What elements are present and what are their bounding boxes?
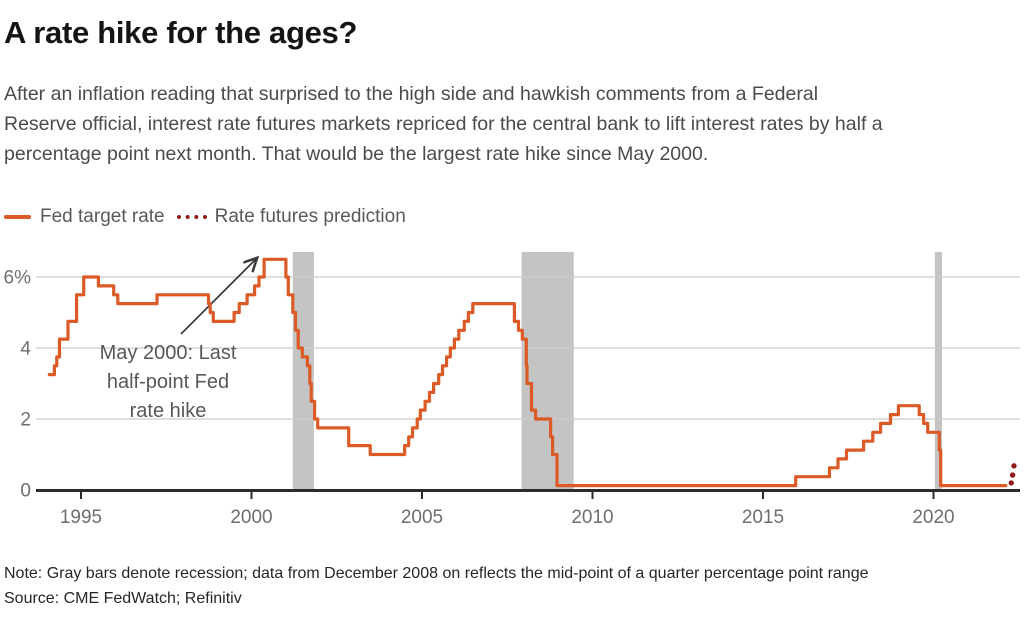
chart-subtitle: After an inflation reading that surprise… (4, 79, 1020, 169)
chart-svg: 6% 4 2 0 1995 2000 2005 2010 2015 2020 May 2000:… (4, 252, 1020, 528)
note-text: Note: Gray bars denote recession; data f… (4, 565, 869, 582)
dotted-line-swatch-icon (176, 215, 207, 219)
legend-item-fed-target-rate: Fed target rate (4, 206, 165, 228)
subtitle-line: Reserve official, interest rate futures … (4, 113, 883, 135)
legend-label: Fed target rate (40, 206, 165, 227)
x-tick-label: 1995 (60, 507, 102, 528)
y-tick-label: 4 (20, 339, 31, 360)
legend-item-rate-futures-prediction: Rate futures prediction (176, 206, 406, 228)
recession-bar (521, 252, 574, 491)
chart-legend: Fed target rate Rate futures prediction (4, 205, 1020, 229)
legend-label: Rate futures prediction (214, 206, 406, 227)
annotation-text: May 2000: Last half-point Fed rate hike (100, 342, 237, 422)
annotation-line: rate hike (130, 400, 207, 422)
prediction-dot (1011, 463, 1017, 469)
line-swatch-icon (4, 215, 31, 219)
gridlines (36, 276, 1020, 420)
x-tick-label: 2010 (571, 507, 613, 528)
page-title: A rate hike for the ages? (4, 15, 358, 50)
annotation-arrow (180, 259, 256, 335)
y-axis-tick-labels: 6% 4 2 0 (4, 268, 31, 502)
rate-futures-prediction-dots (1008, 463, 1017, 486)
recession-bar (934, 252, 943, 491)
x-axis-tick-labels: 1995 2000 2005 2010 2015 2020 (60, 507, 955, 528)
x-tick-label: 2000 (230, 507, 272, 528)
recession-bars (292, 252, 943, 491)
subtitle-line: After an inflation reading that surprise… (4, 83, 819, 105)
y-tick-label: 6% (4, 268, 31, 289)
x-tick-label: 2020 (912, 507, 954, 528)
prediction-dot (1008, 480, 1014, 486)
y-tick-label: 2 (20, 410, 31, 431)
chart-footer: Note: Gray bars denote recession; data f… (4, 561, 1020, 611)
annotation: May 2000: Last half-point Fed rate hike (100, 259, 256, 422)
annotation-line: May 2000: Last (100, 342, 237, 364)
prediction-dot (1009, 472, 1016, 478)
x-axis-ticks (80, 491, 935, 499)
source-text: Source: CME FedWatch; Refinitiv (4, 590, 242, 607)
subtitle-line: percentage point next month. That would … (4, 143, 709, 165)
annotation-line: half-point Fed (107, 371, 229, 393)
x-tick-label: 2015 (742, 507, 784, 528)
recession-bar (292, 252, 314, 491)
fed-target-rate-line (47, 257, 1008, 488)
x-tick-label: 2005 (401, 507, 443, 528)
y-tick-label: 0 (20, 481, 31, 502)
